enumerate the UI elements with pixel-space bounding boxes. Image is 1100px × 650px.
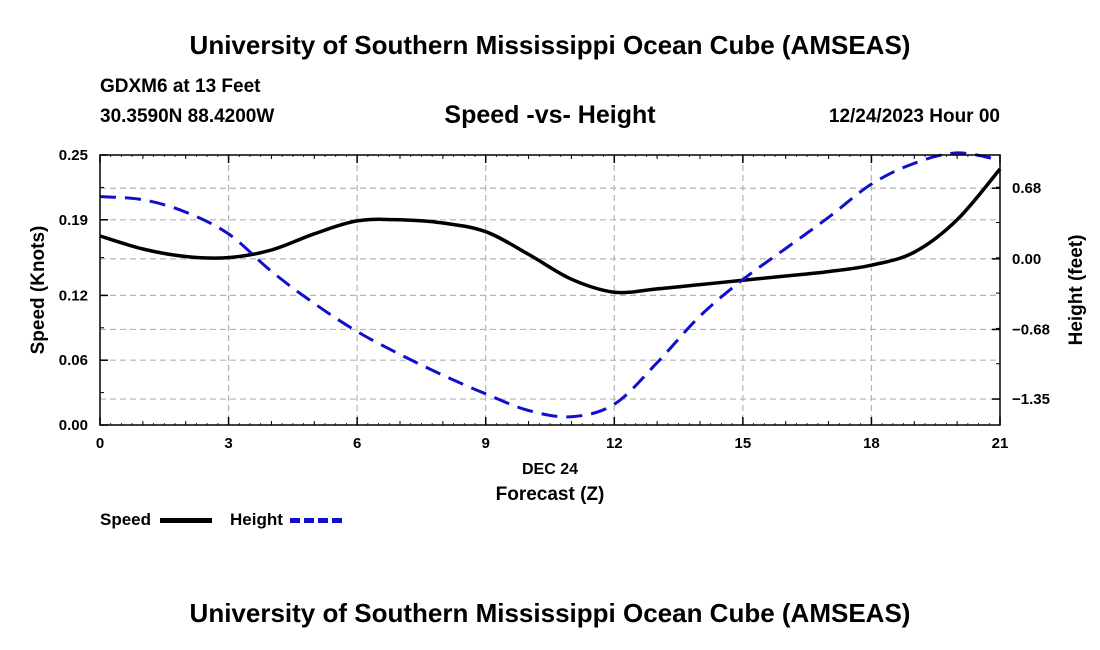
y2-axis-title: Height (feet) [1066, 235, 1087, 346]
legend-speed-swatch [160, 518, 212, 523]
x-tick-label: 12 [606, 435, 623, 452]
x-tick-label: 9 [482, 435, 490, 452]
x-tick-label: 21 [992, 435, 1009, 452]
speed-height-chart: 0 3 6 9 12 15 18 21 0.00 0.06 0.12 0.19 0.25 −1.35 −0.… [28, 147, 1087, 505]
y-tick-label: 0.12 [59, 287, 88, 304]
chart-subtitle: Speed -vs- Height [444, 101, 656, 129]
legend-height-label: Height [230, 510, 283, 529]
x-tick-label: 0 [96, 435, 104, 452]
grid-lines [100, 155, 1000, 425]
y-tick-label: 0.06 [59, 352, 88, 369]
chart-title: University of Southern Mississippi Ocean… [189, 30, 911, 60]
y-tick-label: 0.25 [59, 147, 88, 164]
x-tick-label: 3 [224, 435, 232, 452]
y2-tick-label: −0.68 [1012, 321, 1050, 338]
y2-tick-label: 0.68 [1012, 180, 1041, 197]
y-tick-label: 0.00 [59, 417, 88, 434]
series-lines [99, 151, 1002, 419]
y-axis-title: Speed (Knots) [28, 226, 49, 355]
x-tick-label: 6 [353, 435, 361, 452]
x-tick-label: 15 [735, 435, 752, 452]
station-coords: 30.3590N 88.4200W [100, 106, 275, 127]
station-label: GDXM6 at 13 Feet [100, 76, 261, 97]
legend-speed-label: Speed [100, 510, 152, 529]
x-tick-label: 18 [863, 435, 880, 452]
x-axis-title: Forecast (Z) [496, 484, 605, 505]
footer-title: University of Southern Mississippi Ocean… [189, 598, 911, 628]
plot-frame [99, 154, 1001, 426]
legend-height-swatch [290, 518, 342, 523]
forecast-datetime: 12/24/2023 Hour 00 [828, 106, 1000, 127]
y2-tick-label: −1.35 [1012, 391, 1050, 408]
axis-labels: DEC 24 Forecast (Z) Speed (Knots) Height… [28, 226, 1087, 505]
speed-series-line [99, 167, 1002, 295]
y-tick-label: 0.19 [59, 212, 88, 229]
height-series-line [99, 151, 1001, 419]
x-axis-date-label: DEC 24 [522, 461, 578, 478]
y2-tick-label: 0.00 [1012, 251, 1041, 268]
axis-ticks: 0 3 6 9 12 15 18 21 0.00 0.06 0.12 0.19 0.25 −1.35 −0.… [59, 147, 1050, 452]
